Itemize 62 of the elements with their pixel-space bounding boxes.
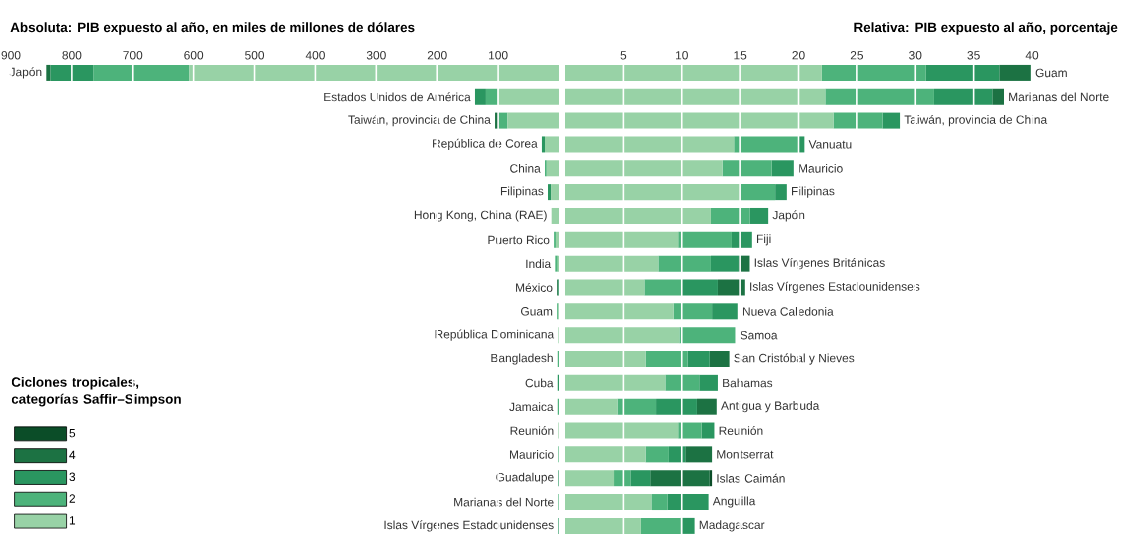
x-tick-label: 300 (366, 51, 386, 60)
category-label: Anguilla (712, 496, 756, 508)
x-tick-label: 100 (489, 51, 508, 60)
legend-label: 1 (69, 516, 76, 525)
x-tick-label: 800 (62, 51, 82, 60)
category-label: Islas Caimán (717, 473, 785, 483)
category-label: India (526, 259, 552, 269)
category-label: Fiji (756, 234, 771, 246)
category-label: Bahamas (723, 378, 773, 388)
category-label: Reunión (719, 426, 763, 435)
category-label: Nueva Caledonia (742, 306, 834, 316)
category-label: Islas Vírgenes Estadounidenses (384, 520, 554, 532)
x-tick-label: 35 (967, 51, 980, 60)
category-label: Islas Vírgenes Británicas (754, 258, 885, 270)
category-label: República Dominicana (435, 329, 555, 341)
chart-title: Relativa: PIB expuesto al año, porcentaje (854, 22, 1118, 35)
category-label: Bangladesh (491, 353, 553, 365)
category-label: Guam (1035, 68, 1067, 78)
category-label: Reunión (510, 426, 554, 435)
category-label: República de Corea (433, 138, 538, 151)
x-tick-label: 5 (620, 51, 627, 60)
legend-label: 5 (69, 429, 76, 438)
category-label: Antigua y Barbuda (721, 401, 820, 413)
category-label: Guam (521, 307, 553, 316)
x-tick-label: 30 (909, 51, 922, 60)
category-label: Puerto Rico (488, 235, 550, 245)
legend-label: 3 (69, 472, 76, 481)
category-label: Mauricio (799, 163, 843, 173)
x-tick-label: 10 (676, 51, 688, 60)
x-tick-label: 15 (734, 51, 747, 60)
x-tick-label: 20 (792, 51, 805, 60)
category-label: Vanuatu (808, 140, 852, 149)
category-label: Japón (772, 210, 805, 222)
category-label: Filipinas (792, 186, 835, 198)
category-label: Madagascar (699, 520, 765, 532)
category-label: Japón (9, 67, 42, 79)
category-label: Taiwán, provincia de China (348, 114, 491, 127)
x-tick-label: 400 (305, 51, 325, 60)
legend-title: Ciclones tropicales, categorías Saffir–Simpson (11, 376, 181, 407)
x-tick-label: 900 (1, 51, 21, 60)
x-tick-label: 200 (427, 51, 447, 60)
x-tick-label: 700 (123, 51, 143, 60)
category-label: México (516, 283, 553, 292)
category-label: Islas Vírgenes Estadounidenses (750, 281, 920, 294)
x-tick-label: 600 (184, 51, 204, 60)
x-tick-label: 500 (245, 51, 265, 60)
category-label: China (510, 163, 541, 173)
chart-title: Absoluta: PIB expuesto al año, en miles de millones de dólares (10, 22, 415, 35)
x-tick-label: 40 (1025, 51, 1039, 60)
category-label: Cuba (525, 378, 554, 388)
x-tick-label: 25 (850, 51, 864, 60)
category-label: Marianas del Norte (454, 497, 554, 507)
legend-label: 2 (69, 494, 76, 503)
category-label: San Cristóbal y Nieves (734, 353, 855, 365)
legend-label: 4 (69, 450, 76, 460)
category-label: Filipinas (500, 186, 544, 198)
category-label: Montserrat (717, 450, 774, 459)
category-label: Marianas del Norte (1009, 92, 1109, 102)
category-label: Jamaica (509, 402, 554, 412)
category-label: Samoa (740, 330, 778, 340)
category-label: Mauricio (509, 449, 554, 459)
category-label: Guadalupe (496, 472, 554, 484)
